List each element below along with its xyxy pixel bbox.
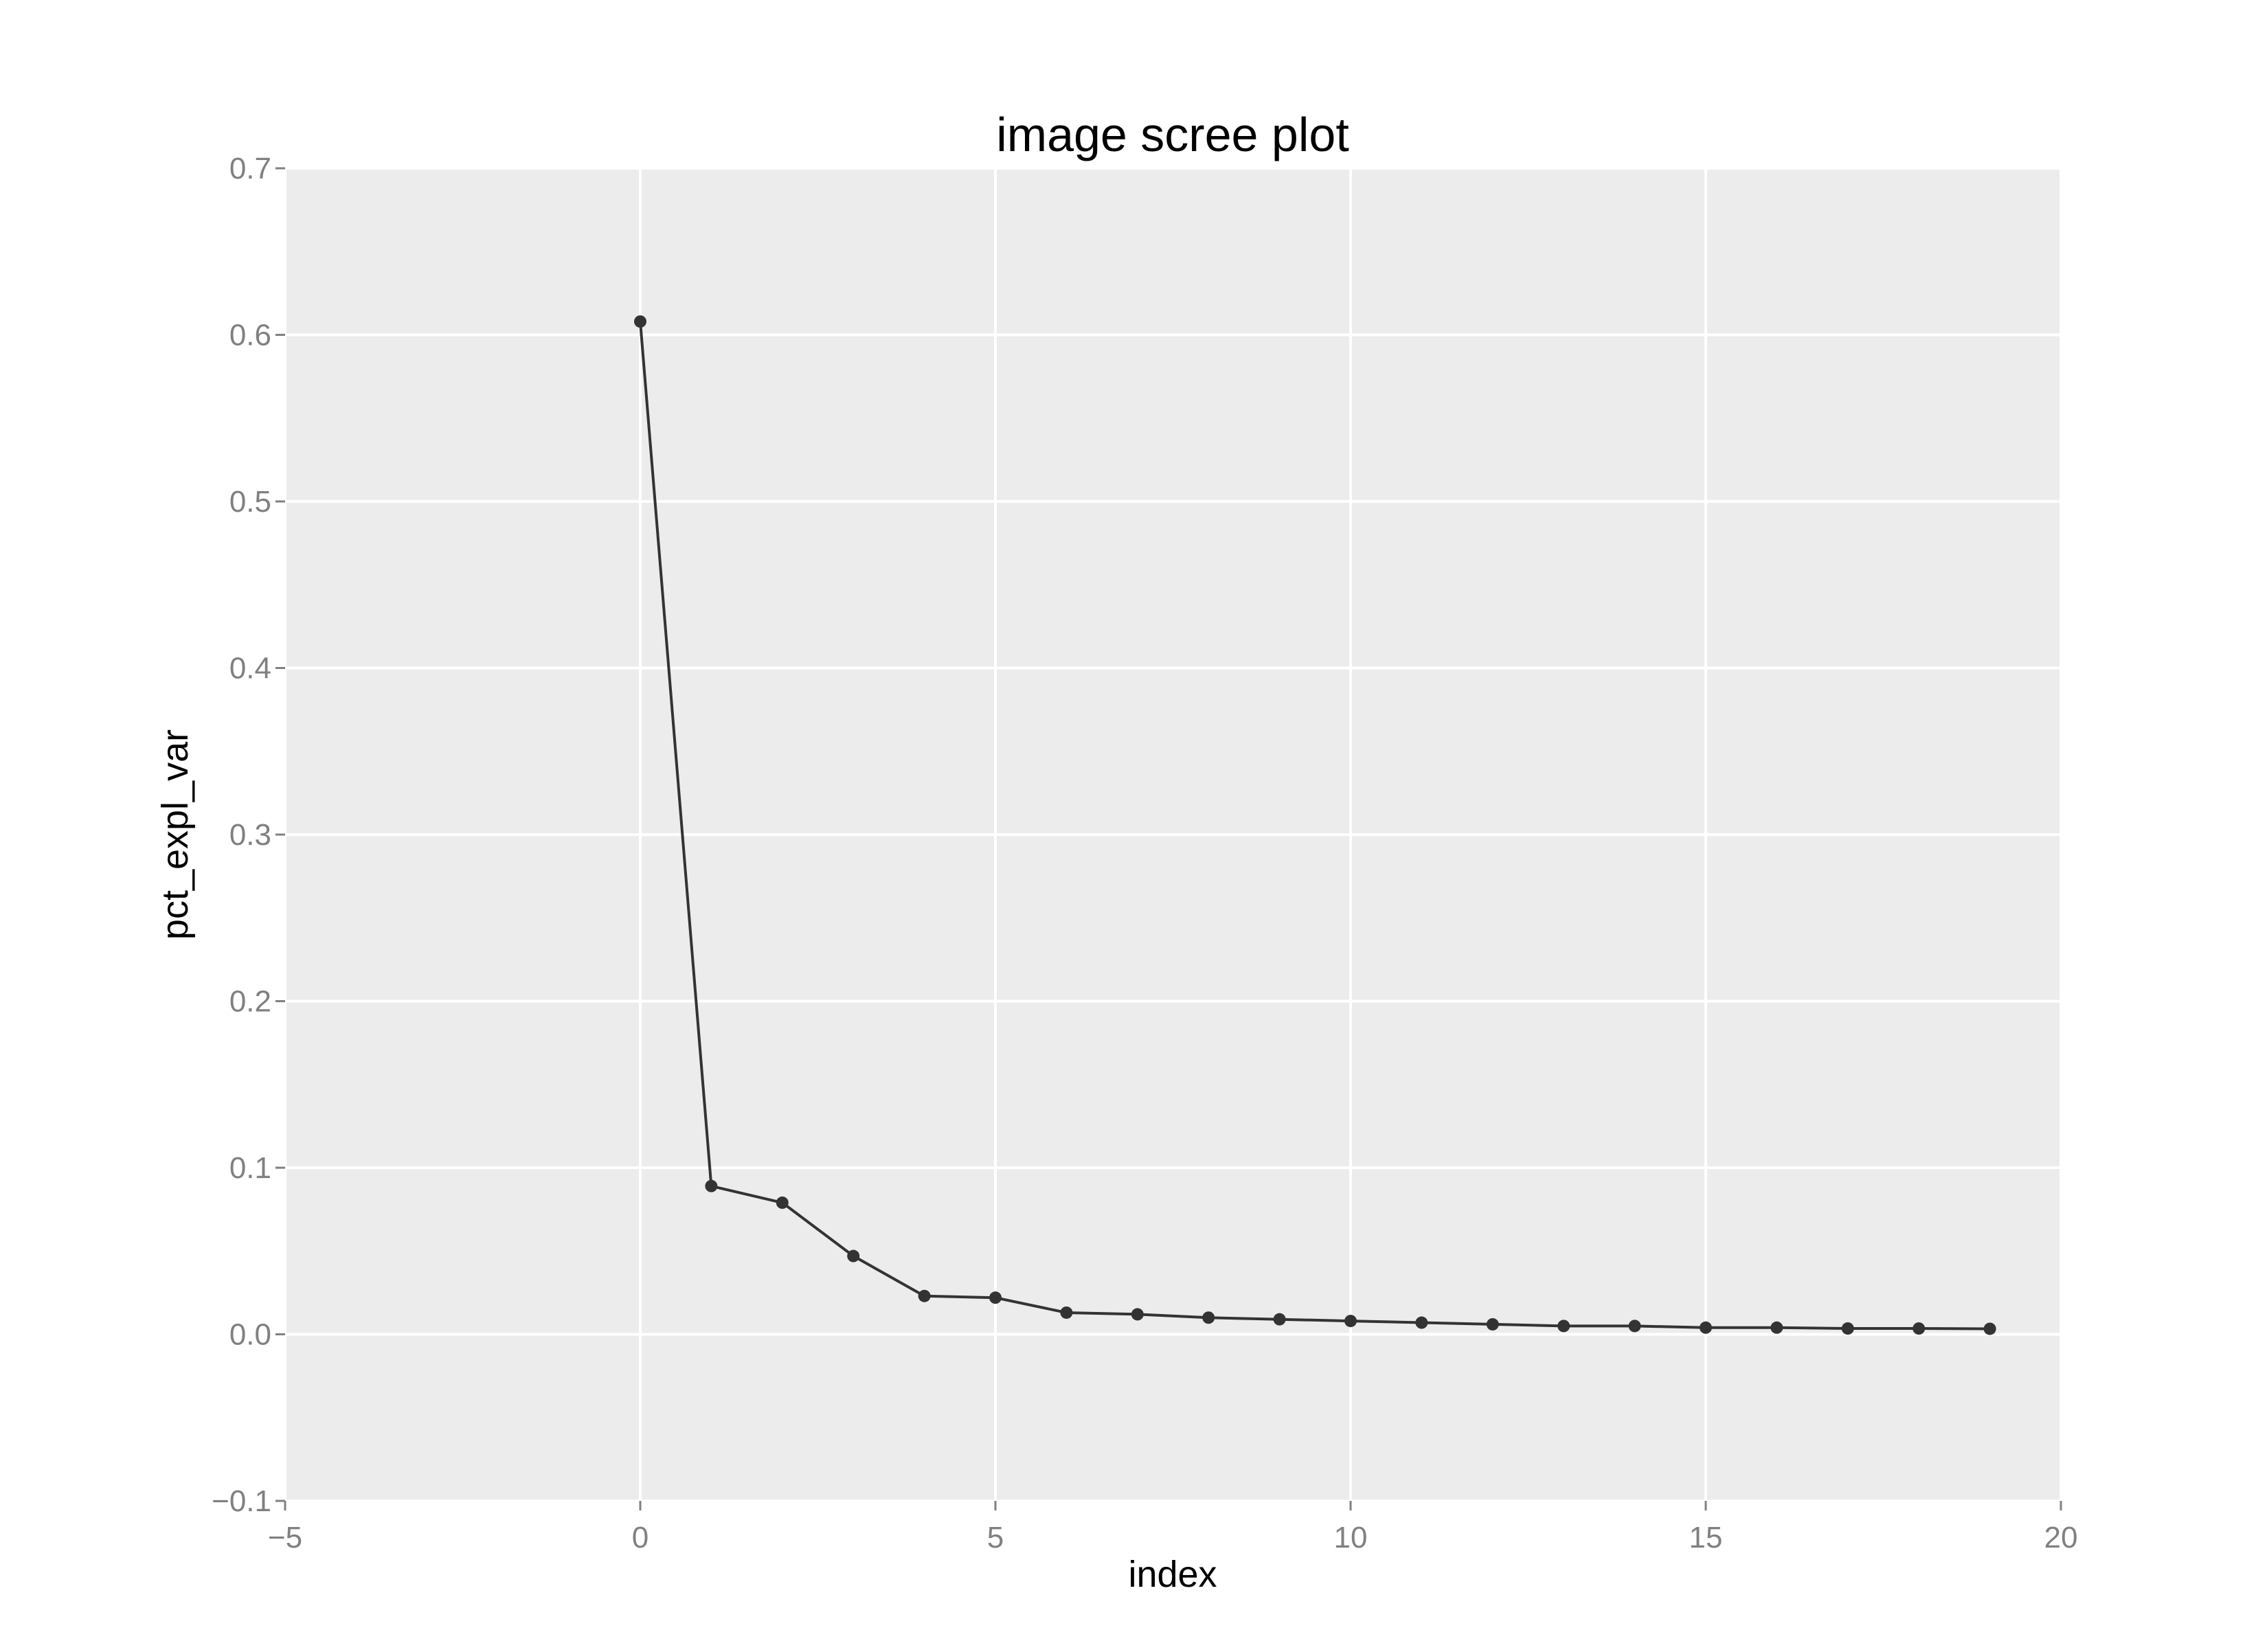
y-tick-label: 0.7 [229, 152, 271, 185]
axis-ticks: −5 0 5 10 15 20 −0.1 0.0 0.1 0.2 0.3 0.4 0.5 0.6 0.7 [212, 152, 2077, 1554]
data-point [1841, 1322, 1854, 1335]
x-tick-label: 20 [2044, 1521, 2078, 1554]
series-line [639, 321, 1990, 1331]
data-point [634, 315, 646, 328]
data-point [705, 1179, 718, 1192]
data-point [1700, 1321, 1712, 1334]
data-point [918, 1289, 931, 1302]
data-point [1415, 1316, 1428, 1329]
y-tick-label: 0.4 [229, 652, 271, 686]
data-point [1770, 1321, 1783, 1334]
grid-lines [284, 167, 2062, 1502]
y-tick-label: 0.5 [229, 485, 271, 519]
data-point [776, 1196, 789, 1209]
data-point [1060, 1306, 1073, 1319]
data-point [1202, 1311, 1215, 1324]
y-tick-label: 0.2 [229, 985, 271, 1019]
data-point [1913, 1322, 1926, 1335]
data-point [1344, 1315, 1357, 1328]
x-tick-label: 5 [987, 1521, 1004, 1554]
x-axis-label: index [1128, 1554, 1217, 1595]
y-tick-label: −0.1 [212, 1484, 271, 1518]
data-point [1273, 1313, 1286, 1326]
data-point [1983, 1322, 1996, 1335]
data-point [1131, 1308, 1144, 1321]
y-tick-label: 0.3 [229, 818, 271, 852]
data-point [989, 1291, 1002, 1304]
y-tick-label: 0.1 [229, 1151, 271, 1185]
y-tick-label: 0.6 [229, 319, 271, 352]
x-tick-label: 10 [1334, 1521, 1368, 1554]
data-point [847, 1249, 860, 1263]
y-tick-label: 0.0 [229, 1318, 271, 1352]
data-series [634, 315, 1996, 1335]
x-tick-label: 15 [1689, 1521, 1723, 1554]
data-point [1557, 1320, 1570, 1333]
x-tick-label: −5 [268, 1521, 302, 1554]
data-point [1628, 1320, 1641, 1333]
data-point [1486, 1317, 1499, 1331]
y-axis-label: pct_expl_var [155, 729, 196, 940]
chart-title: image scree plot [996, 108, 1349, 161]
x-tick-label: 0 [632, 1521, 648, 1554]
